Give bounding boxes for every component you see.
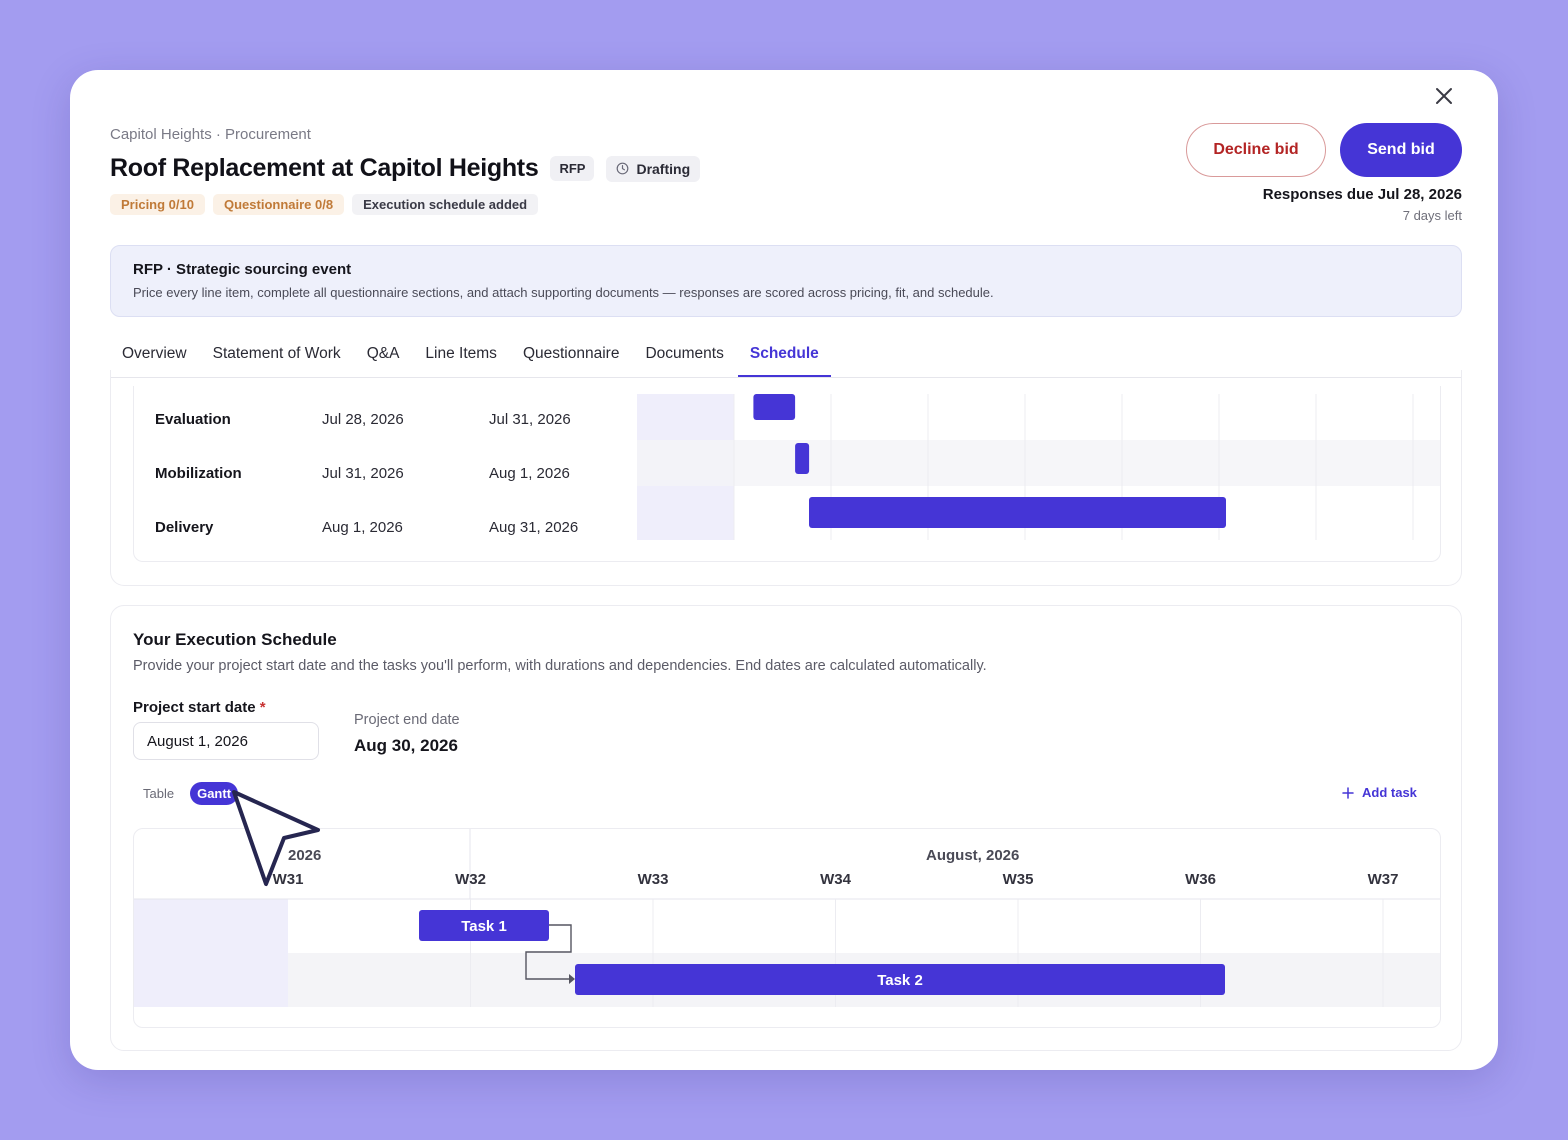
progress-chips: Pricing 0/10 Questionnaire 0/8 Execution… bbox=[110, 194, 539, 215]
task-bar bbox=[419, 910, 549, 941]
gantt-bar bbox=[753, 394, 796, 420]
banner-text: Price every line item, complete all ques… bbox=[133, 285, 994, 300]
rfp-schedule-card: Evaluation Jul 28, 2026 Jul 31, 2026 Mob… bbox=[110, 370, 1462, 586]
schedule-chip: Execution schedule added bbox=[352, 194, 539, 215]
tab-line-items[interactable]: Line Items bbox=[425, 345, 497, 362]
rfp-schedule-table: Evaluation Jul 28, 2026 Jul 31, 2026 Mob… bbox=[133, 386, 1441, 562]
row-stripe bbox=[637, 440, 1440, 486]
month-label: August, 2026 bbox=[926, 847, 1019, 864]
dependency-connector bbox=[525, 924, 572, 980]
tab-overview[interactable]: Overview bbox=[122, 345, 187, 362]
start-date-label: Project start date * bbox=[133, 699, 266, 716]
tab-schedule[interactable]: Schedule bbox=[737, 332, 831, 377]
task-bar bbox=[575, 964, 1225, 995]
banner-title: RFP · Strategic sourcing event bbox=[133, 261, 352, 278]
clock-icon bbox=[617, 162, 629, 175]
phase-start: Jul 28, 2026 bbox=[322, 411, 404, 428]
decline-bid-button[interactable]: Decline bid bbox=[1186, 123, 1326, 177]
execution-gantt: 2026 August, 2026 W31 W32 W33 W34 W35 W36 W37 Tas… bbox=[133, 828, 1441, 1028]
phase-end: Aug 1, 2026 bbox=[489, 465, 570, 482]
week-label: W32 bbox=[455, 871, 486, 888]
phase-name: Evaluation bbox=[155, 411, 231, 428]
view-gantt-option[interactable]: Gantt bbox=[190, 782, 239, 805]
task-label: Task 2 bbox=[877, 972, 923, 989]
phase-name: Mobilization bbox=[155, 465, 242, 482]
tab-qa[interactable]: Q&A bbox=[366, 345, 400, 362]
table-row: Delivery Aug 1, 2026 Aug 31, 2026 bbox=[134, 502, 1440, 556]
tab-statement-of-work[interactable]: Statement of Work bbox=[212, 345, 341, 362]
tab-questionnaire[interactable]: Questionnaire bbox=[522, 345, 620, 362]
close-icon bbox=[1436, 88, 1452, 104]
phase-end: Aug 31, 2026 bbox=[489, 519, 579, 536]
required-mark: * bbox=[259, 699, 266, 716]
close-button[interactable] bbox=[1432, 84, 1456, 108]
week-label: W33 bbox=[638, 871, 669, 888]
type-tag: RFP bbox=[550, 156, 595, 181]
task-label: Task 1 bbox=[461, 918, 507, 935]
days-left: 7 days left bbox=[1402, 208, 1462, 223]
section-title: Your Execution Schedule bbox=[133, 630, 337, 649]
gantt-bar bbox=[795, 443, 810, 474]
phase-end: Jul 31, 2026 bbox=[489, 411, 571, 428]
tab-bar: Overview Statement of Work Q&A Line Item… bbox=[110, 332, 1462, 378]
start-date-input[interactable] bbox=[133, 722, 319, 760]
phase-start: Jul 31, 2026 bbox=[322, 465, 404, 482]
breadcrumb: Capitol Heights · Procurement bbox=[110, 126, 311, 143]
status-label: Drafting bbox=[636, 160, 691, 177]
start-date-label-text: Project start date bbox=[133, 699, 256, 716]
week-label: W36 bbox=[1185, 871, 1216, 888]
dependency-arrow bbox=[569, 974, 575, 984]
view-toggle: Table Gantt bbox=[133, 782, 239, 805]
add-task-button[interactable]: Add task bbox=[1342, 785, 1417, 800]
info-banner: RFP · Strategic sourcing event Price eve… bbox=[110, 245, 1462, 317]
past-shade bbox=[134, 899, 288, 1007]
execution-gantt-chart: 2026 August, 2026 W31 W32 W33 W34 W35 W36 W37 Tas… bbox=[134, 829, 1440, 1007]
phase-name: Delivery bbox=[155, 519, 214, 536]
send-bid-button[interactable]: Send bid bbox=[1340, 123, 1462, 177]
phase-start: Aug 1, 2026 bbox=[322, 519, 403, 536]
bid-modal: Capitol Heights · Procurement Roof Repla… bbox=[70, 70, 1498, 1070]
tab-documents[interactable]: Documents bbox=[645, 345, 724, 362]
week-label: W37 bbox=[1368, 871, 1399, 888]
week-label: W31 bbox=[273, 871, 304, 888]
gantt-bar bbox=[809, 497, 1226, 528]
section-subtitle: Provide your project start date and the … bbox=[133, 658, 987, 674]
responses-due: Responses due Jul 28, 2026 bbox=[1262, 186, 1462, 203]
questionnaire-chip: Questionnaire 0/8 bbox=[212, 194, 345, 215]
execution-schedule-card: Your Execution Schedule Provide your pro… bbox=[110, 605, 1462, 1051]
month-label: 2026 bbox=[288, 847, 321, 864]
pricing-chip: Pricing 0/10 bbox=[110, 194, 205, 215]
title-row: Roof Replacement at Capitol Heights RFP … bbox=[110, 154, 701, 183]
rfp-gantt-chart bbox=[637, 394, 1440, 540]
end-date-value: Aug 30, 2026 bbox=[354, 736, 458, 755]
view-table-option[interactable]: Table bbox=[143, 786, 175, 801]
plus-icon bbox=[1342, 786, 1354, 799]
week-label: W34 bbox=[820, 871, 852, 888]
page-title: Roof Replacement at Capitol Heights bbox=[110, 154, 539, 182]
status-badge: Drafting bbox=[606, 155, 701, 182]
end-date-label: Project end date bbox=[354, 712, 460, 728]
add-task-label: Add task bbox=[1362, 785, 1417, 800]
table-row: Mobilization Jul 31, 2026 Aug 1, 2026 bbox=[134, 448, 1440, 502]
week-label: W35 bbox=[1003, 871, 1034, 888]
table-row: Evaluation Jul 28, 2026 Jul 31, 2026 bbox=[134, 394, 1440, 448]
